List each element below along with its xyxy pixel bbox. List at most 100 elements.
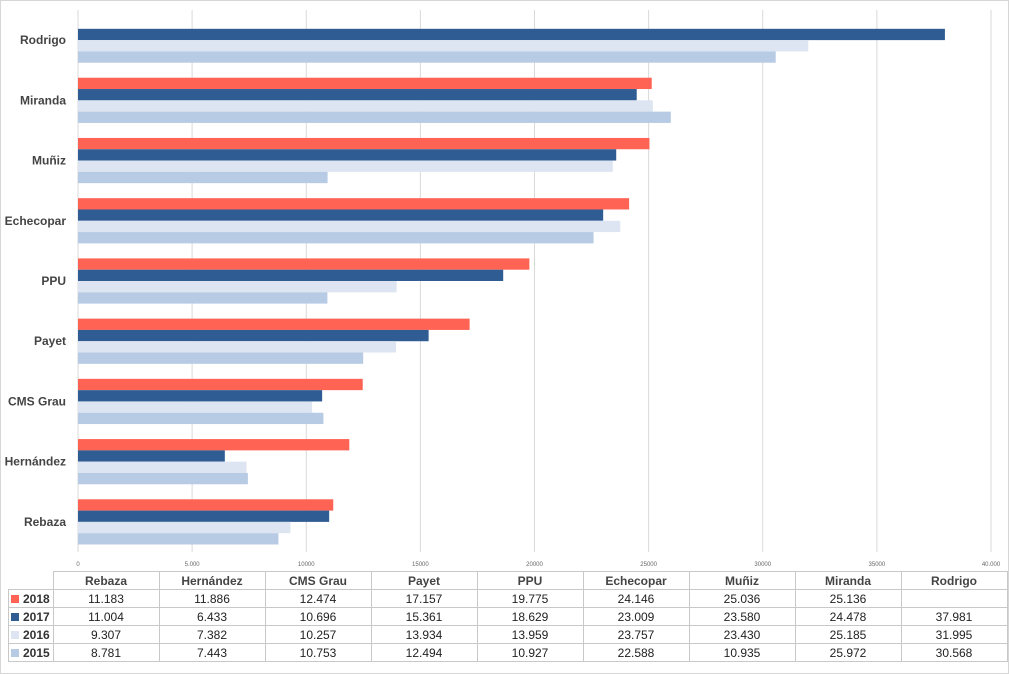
table-cell: 23.580 <box>688 607 796 626</box>
table-cell: 23.009 <box>582 607 690 626</box>
series-name: 2016 <box>23 627 50 642</box>
bar-2016-rebaza <box>78 521 291 534</box>
table-cell: 23.430 <box>688 625 796 644</box>
table-column-header: Rodrigo <box>900 571 1008 590</box>
table-cell: 7.443 <box>158 643 266 662</box>
x-tick-label: 20000 <box>526 562 543 568</box>
bar-2018-cms grau <box>78 378 363 391</box>
table-cell: 10.696 <box>264 607 372 626</box>
x-tick-label: 35000 <box>869 562 886 568</box>
table-cell: 15.361 <box>370 607 478 626</box>
table-cell: 10.927 <box>476 643 584 662</box>
table-cell: 25.036 <box>688 589 796 608</box>
tick-labels: 0 5.000 10000 15000 20000 25000 30000 35000 40.0… <box>76 562 1001 568</box>
table-cell: 25.185 <box>794 625 902 644</box>
bar-2016-rodrigo <box>78 40 809 52</box>
category-label: CMS Grau <box>8 394 66 408</box>
bar-2015-ppu <box>78 292 328 304</box>
category-label: Payet <box>34 334 66 348</box>
table-cell: 10.935 <box>688 643 796 662</box>
table-column-header: CMS Grau <box>264 571 372 590</box>
bar-2018-echecopar <box>78 198 630 210</box>
table-column-header: Muñiz <box>688 571 796 590</box>
table-cell: 13.959 <box>476 625 584 644</box>
table-cell <box>900 589 1008 608</box>
bar-2016-ppu <box>78 281 397 293</box>
bar-2015-rodrigo <box>78 51 776 63</box>
table-cell: 6.433 <box>158 607 266 626</box>
bar-2017-cms grau <box>78 390 323 402</box>
category-label: Hernández <box>5 455 66 469</box>
legend-key <box>11 613 19 622</box>
table-header-row: Rebaza Hernández CMS Grau Payet PPU Echecopar… <box>9 571 1008 590</box>
table-cell: 19.775 <box>476 589 584 608</box>
bar-2017-rodrigo <box>78 28 945 41</box>
table-corner <box>9 572 54 590</box>
x-tick-label: 10000 <box>298 562 315 568</box>
bar-2016-payet <box>78 341 397 353</box>
bar-2015-payet <box>78 352 364 364</box>
series-legend-cell: 2018 <box>8 589 54 608</box>
bar-2017-ppu <box>78 269 504 281</box>
table-cell: 25.136 <box>794 589 902 608</box>
table-cell: 17.157 <box>370 589 478 608</box>
bar-2018-payet <box>78 318 470 330</box>
series-legend-cell: 2015 <box>8 643 54 662</box>
table-cell: 7.382 <box>158 625 266 644</box>
table-column-header: Hernández <box>158 571 266 590</box>
bar-2015-hernández <box>78 472 248 485</box>
bar-2015-cms grau <box>78 412 324 425</box>
bar-2017-miranda <box>78 89 637 101</box>
category-label: Echecopar <box>5 214 67 228</box>
table-cell: 11.004 <box>52 607 160 626</box>
x-tick-label: 0 <box>76 562 80 568</box>
category-label: Rebaza <box>24 515 66 529</box>
bar-2017-hernández <box>78 450 225 462</box>
category-label: PPU <box>41 274 66 288</box>
table-cell: 25.972 <box>794 643 902 662</box>
bar-2018-miranda <box>78 77 652 90</box>
table-cell: 8.781 <box>52 643 160 662</box>
table-cell: 12.494 <box>370 643 478 662</box>
category-label: Muñiz <box>32 154 66 168</box>
category-label: Miranda <box>20 93 66 107</box>
bar-2018-rebaza <box>78 499 334 511</box>
table-column-header: Payet <box>370 571 478 590</box>
table-cell: 23.757 <box>582 625 690 644</box>
bar-2018-hernández <box>78 439 350 451</box>
table-cell: 10.753 <box>264 643 372 662</box>
table-row: 2018 11.183 11.886 12.474 17.157 19.775 24.146… <box>8 589 1008 608</box>
bar-2016-miranda <box>78 100 653 112</box>
bar-2015-rebaza <box>78 533 279 545</box>
legend-key <box>11 595 19 604</box>
table-cell: 22.588 <box>582 643 690 662</box>
series-legend-cell: 2017 <box>8 607 54 626</box>
bar-2016-muñiz <box>78 160 613 172</box>
x-tick-label: 40.000 <box>982 562 1001 568</box>
legend-key <box>11 649 19 658</box>
legend-key <box>11 631 19 640</box>
table-cell: 9.307 <box>52 625 160 644</box>
x-tick-label: 25000 <box>640 562 657 568</box>
bar-2017-rebaza <box>78 510 330 522</box>
bar-2018-ppu <box>78 258 530 270</box>
data-table: Rebaza Hernández CMS Grau Payet PPU Echecopar… <box>8 571 1008 662</box>
table-cell: 11.886 <box>158 589 266 608</box>
series-name: 2017 <box>23 609 50 624</box>
bar-2016-cms grau <box>78 401 313 413</box>
bar-2017-muñiz <box>78 149 617 161</box>
category-labels: Rebaza Hernández CMS Grau Payet PPU Echecopar… <box>5 33 67 529</box>
bar-2016-hernández <box>78 461 247 473</box>
x-tick-label: 30000 <box>754 562 771 568</box>
table-cell: 12.474 <box>264 589 372 608</box>
table-cell: 30.568 <box>900 643 1008 662</box>
table-column-header: Rebaza <box>52 571 160 590</box>
bar-chart: Rebaza Hernández CMS Grau Payet PPU Echecopar… <box>5 10 1001 568</box>
table-cell: 11.183 <box>52 589 160 608</box>
category-label: Rodrigo <box>20 33 66 47</box>
table-cell: 24.146 <box>582 589 690 608</box>
series-name: 2018 <box>23 591 50 606</box>
table-column-header: PPU <box>476 571 584 590</box>
table-cell: 24.478 <box>794 607 902 626</box>
x-tick-label: 15000 <box>412 562 429 568</box>
